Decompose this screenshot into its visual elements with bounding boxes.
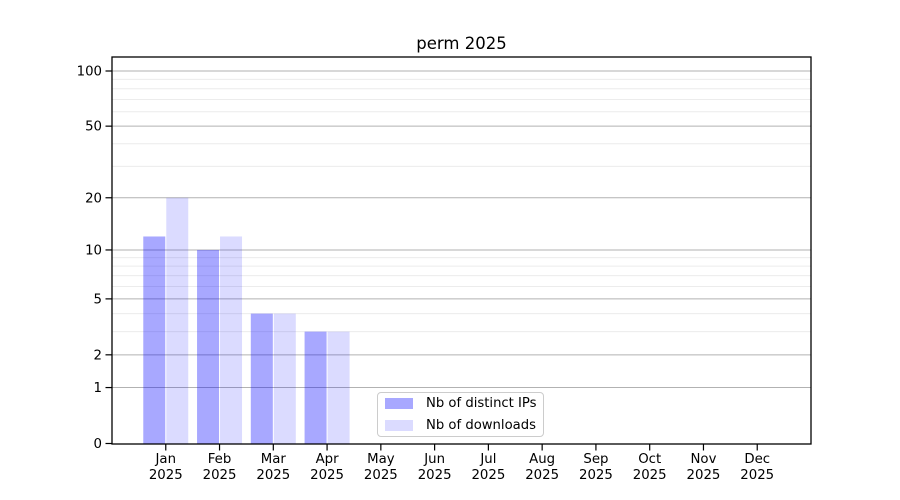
chart-title: perm 2025 — [416, 34, 507, 53]
bar — [166, 197, 189, 444]
x-axis: Jan2025Feb2025Mar2025Apr2025May2025Jun20… — [149, 444, 774, 483]
x-tick-month: Sep — [583, 452, 608, 467]
x-tick-year: 2025 — [364, 468, 398, 483]
bars-series-1 — [166, 197, 350, 444]
x-tick-year: 2025 — [525, 468, 559, 483]
x-tick-month: May — [367, 452, 395, 467]
x-tick-year: 2025 — [418, 468, 452, 483]
y-tick-label: 50 — [85, 120, 102, 135]
x-tick-year: 2025 — [579, 468, 613, 483]
x-tick-month: Dec — [744, 452, 770, 467]
legend: Nb of distinct IPs Nb of downloads — [377, 392, 544, 437]
y-tick-label: 100 — [77, 65, 102, 80]
x-tick-year: 2025 — [256, 468, 290, 483]
x-tick-year: 2025 — [687, 468, 721, 483]
y-tick-label: 20 — [85, 191, 102, 206]
x-tick-year: 2025 — [203, 468, 237, 483]
bars-series-0 — [143, 236, 327, 444]
x-tick-month: Jun — [423, 452, 445, 467]
y-tick-label: 5 — [94, 292, 102, 307]
x-tick-month: Feb — [208, 452, 232, 467]
legend-swatch-distinct-ips — [385, 397, 413, 410]
x-tick-month: Nov — [690, 452, 716, 467]
x-tick-month: Apr — [316, 452, 340, 467]
legend-item-downloads: Nb of downloads — [385, 418, 543, 433]
y-axis: 0 1 2 5 10 20 50 100 — [77, 65, 112, 452]
x-tick-month: Mar — [261, 452, 287, 467]
bar — [197, 249, 220, 444]
y-tick-label: 2 — [94, 348, 102, 363]
major-gridlines — [112, 70, 811, 389]
bar — [250, 313, 273, 444]
bar — [273, 313, 296, 444]
legend-swatch-downloads — [385, 419, 413, 432]
x-tick-year: 2025 — [310, 468, 344, 483]
x-tick-month: Jan — [155, 452, 177, 467]
x-tick-month: Aug — [529, 452, 555, 467]
x-tick-year: 2025 — [149, 468, 183, 483]
legend-label-distinct-ips: Nb of distinct IPs — [426, 396, 537, 411]
legend-item-distinct-ips: Nb of distinct IPs — [385, 396, 543, 411]
y-tick-label: 10 — [85, 243, 102, 258]
x-tick-month: Oct — [638, 452, 661, 467]
x-tick-year: 2025 — [471, 468, 505, 483]
x-tick-month: Jul — [479, 452, 496, 467]
bar — [327, 331, 350, 444]
x-tick-year: 2025 — [633, 468, 667, 483]
y-tick-label: 1 — [94, 381, 102, 396]
minor-gridlines — [112, 78, 811, 333]
legend-label-downloads: Nb of downloads — [426, 418, 536, 433]
bar — [220, 236, 243, 444]
bar — [304, 331, 327, 444]
y-tick-label: 0 — [94, 437, 102, 452]
x-tick-year: 2025 — [740, 468, 774, 483]
bar — [143, 236, 166, 444]
